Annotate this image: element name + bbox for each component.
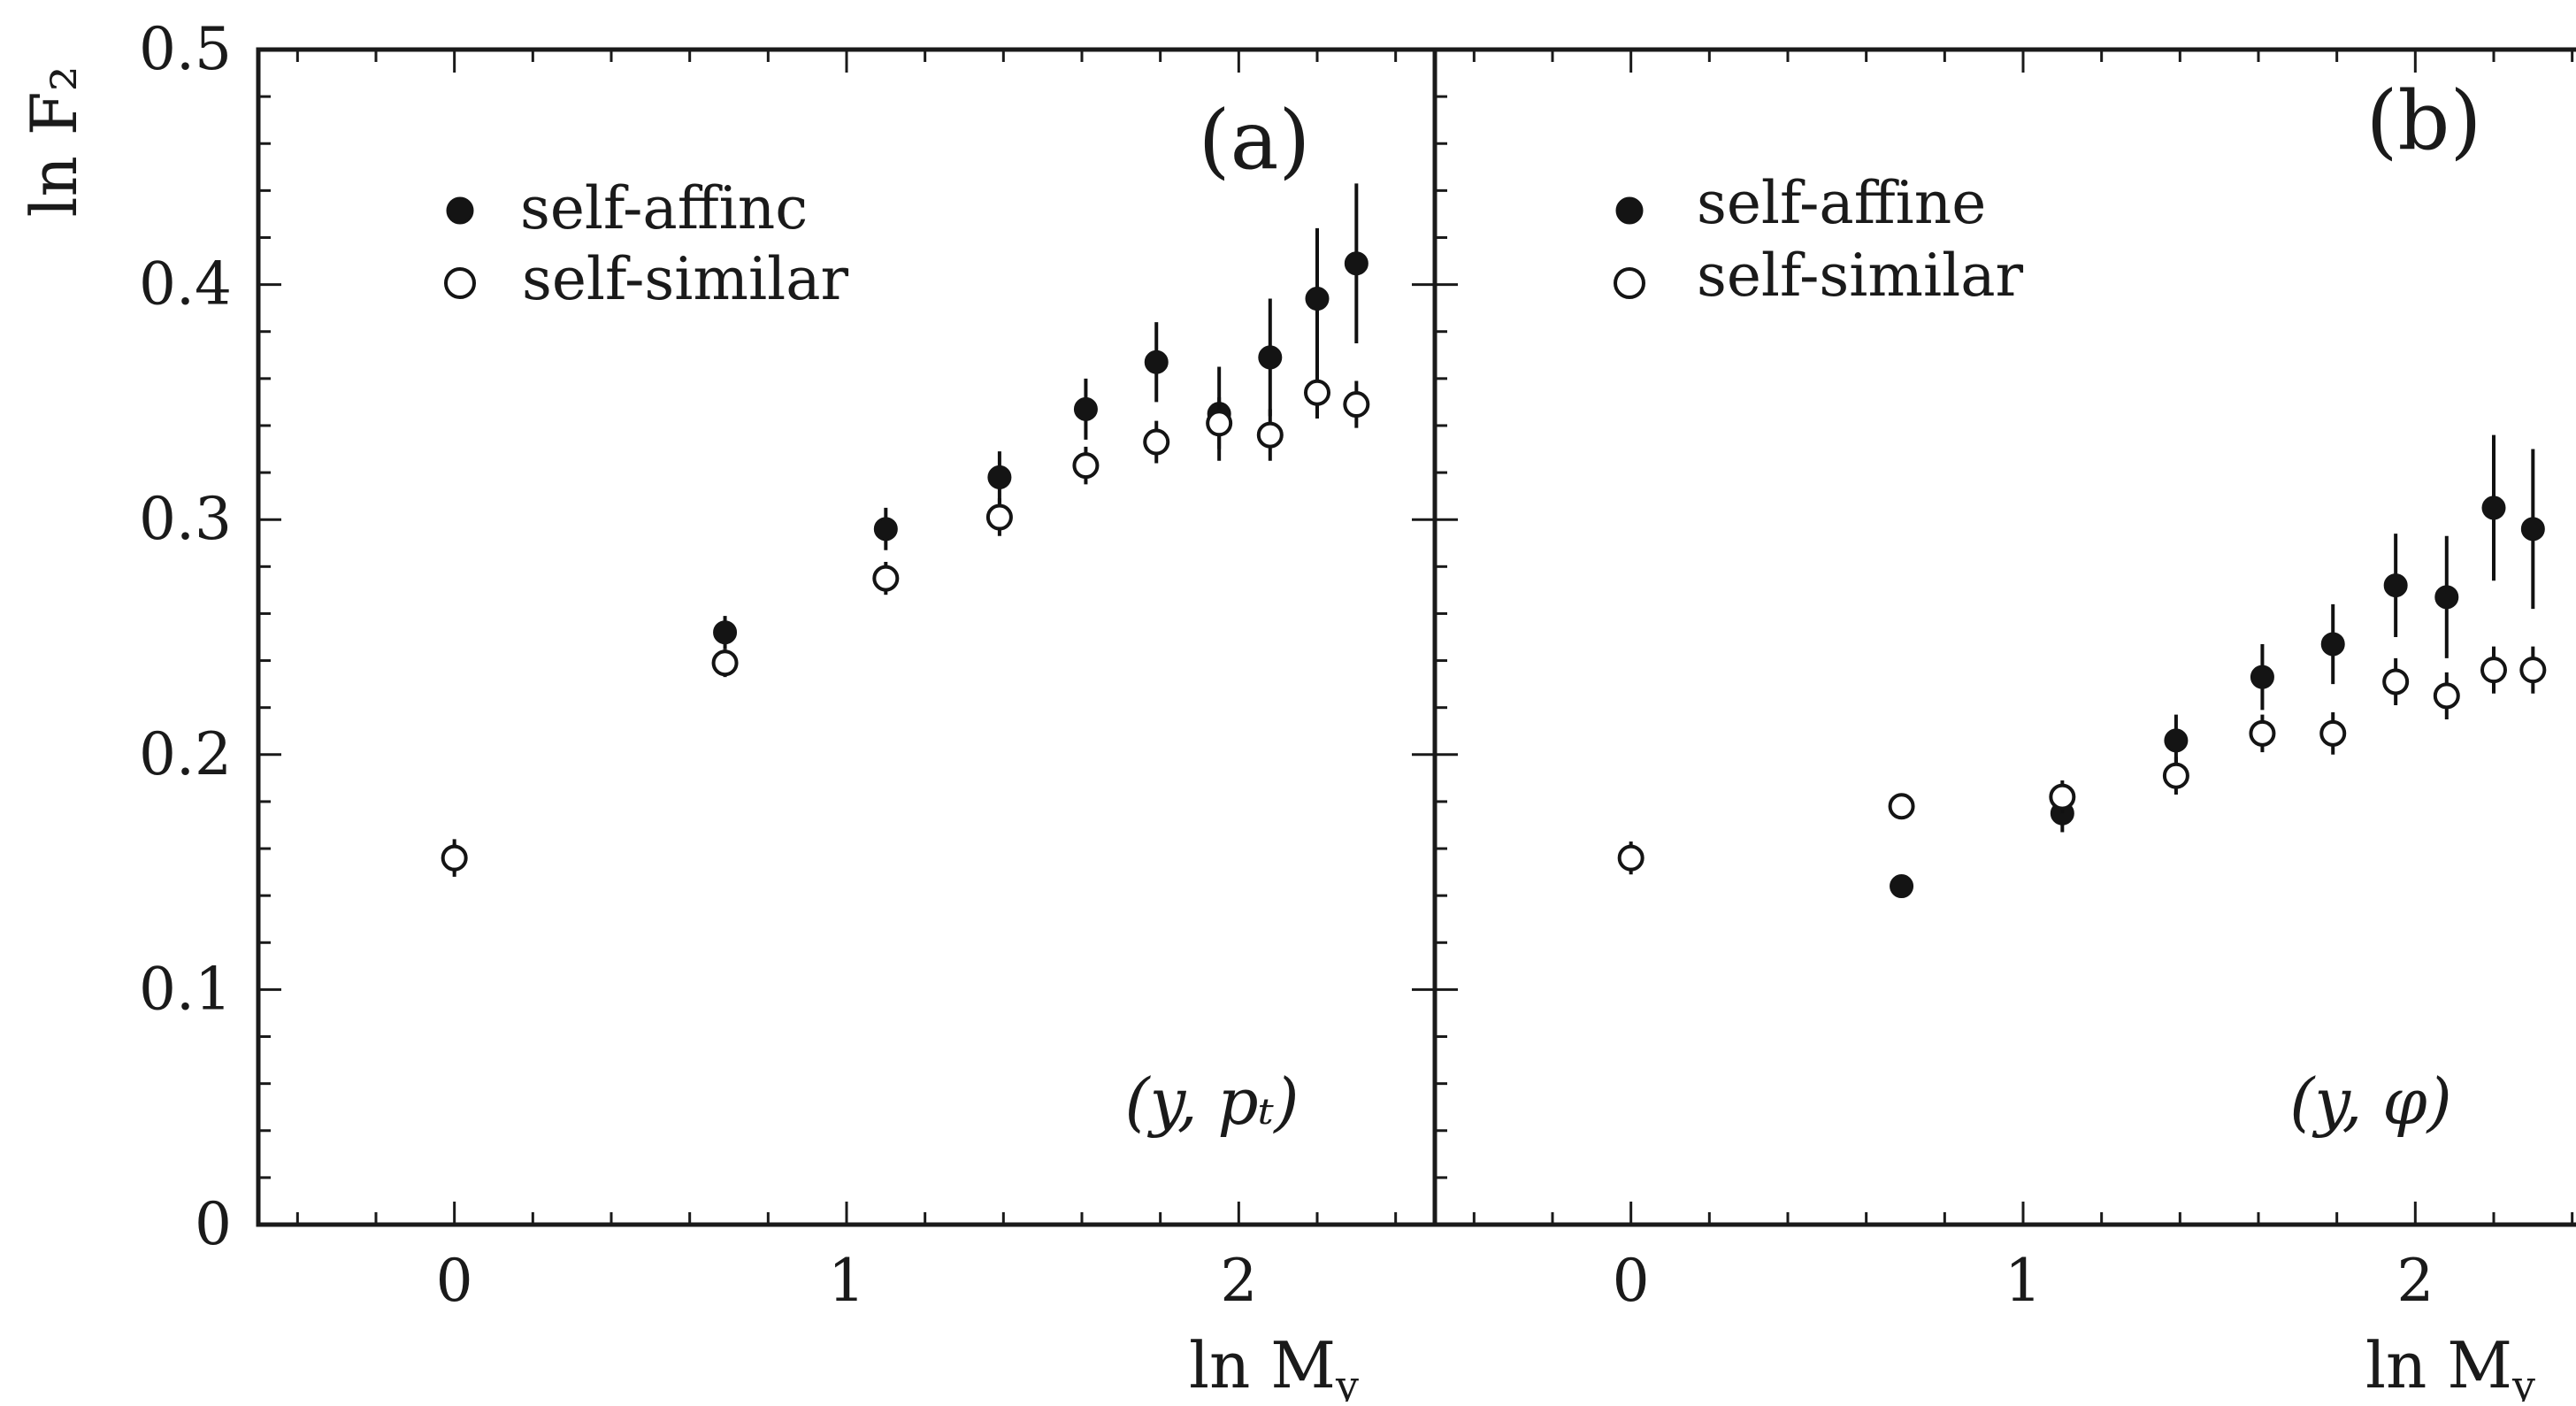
data-point-panel-a-self-affine <box>1258 345 1283 370</box>
panel-a-corner-label: (y, pₜ) <box>1125 1064 1300 1139</box>
data-point-panel-b-self-similar <box>2382 668 2410 695</box>
data-point-panel-a-self-similar <box>985 503 1013 531</box>
x-axis-title-b-main: ln M <box>2365 1328 2512 1402</box>
legend-a-open-marker <box>444 267 476 299</box>
y-axis-title: ln F₂ <box>17 65 91 217</box>
x-tick-label: 1 <box>2005 1247 2042 1315</box>
data-point-panel-a-self-affine <box>713 620 738 645</box>
x-axis-title-a-main: ln M <box>1189 1328 1336 1402</box>
data-point-panel-b-self-similar <box>2162 762 2189 789</box>
panel-b-frame <box>1432 47 2576 1227</box>
y-tick-label: 0.3 <box>139 485 232 553</box>
x-axis-title-a-sub: y <box>1335 1362 1359 1402</box>
data-point-panel-b-self-similar <box>2249 719 2276 747</box>
data-point-panel-b-self-similar <box>1888 793 1915 820</box>
data-point-panel-a-self-affine <box>873 517 898 542</box>
data-point-panel-a-self-similar <box>711 649 739 677</box>
data-point-panel-b-self-affine <box>2434 585 2459 610</box>
legend-b-series-2-label: self-similar <box>1697 242 2024 310</box>
y-tick-label: 0 <box>195 1190 232 1258</box>
data-point-panel-b-self-similar <box>2433 682 2460 710</box>
data-point-panel-b-self-similar <box>1617 844 1644 872</box>
data-point-panel-b-self-affine <box>2383 573 2408 598</box>
x-tick-label: 1 <box>828 1247 865 1315</box>
data-point-panel-a-self-similar <box>1304 379 1330 406</box>
x-axis-title-a: ln My <box>1189 1328 1359 1402</box>
panel-a-label: (a) <box>1199 93 1311 188</box>
panel-b-corner-label: (y, φ) <box>2289 1064 2451 1139</box>
x-tick-label: 2 <box>2396 1247 2434 1315</box>
x-axis-title-b-sub: y <box>2511 1362 2535 1402</box>
legend-a-series-1-label: self-affinc <box>520 174 808 242</box>
data-point-panel-b-self-similar <box>2049 783 2076 811</box>
data-point-panel-a-self-similar <box>1206 410 1233 437</box>
data-point-panel-a-self-affine <box>987 465 1012 489</box>
y-tick-label: 0.4 <box>139 250 232 319</box>
x-axis-title-b: ln My <box>2365 1328 2535 1402</box>
data-point-panel-a-self-similar <box>1256 421 1284 449</box>
y-tick-label: 0.1 <box>139 955 232 1023</box>
data-point-panel-a-self-similar <box>1072 452 1100 480</box>
x-tick-label: 0 <box>1613 1247 1650 1315</box>
data-point-panel-a-self-similar <box>872 565 900 592</box>
panel-a-frame <box>256 47 1438 1227</box>
data-point-panel-b-self-similar <box>2480 657 2507 684</box>
legend-b-filled-marker <box>1615 196 1644 225</box>
y-tick-label: 0.2 <box>139 720 232 788</box>
data-point-panel-b-self-affine <box>2164 728 2189 753</box>
data-point-panel-b-self-similar <box>2319 719 2347 747</box>
y-tick-label: 0.5 <box>139 15 232 83</box>
legend-b-series-1-label: self-affine <box>1697 169 1986 237</box>
data-point-panel-a-self-similar <box>1143 428 1170 456</box>
legend-a-filled-marker <box>446 196 474 225</box>
data-point-panel-b-self-affine <box>2520 517 2545 542</box>
data-point-panel-b-self-affine <box>2250 665 2274 689</box>
data-point-panel-b-self-affine <box>2481 496 2506 520</box>
x-tick-label: 0 <box>436 1247 473 1315</box>
legend-b-open-marker <box>1614 267 1645 299</box>
data-point-panel-b-self-affine <box>1890 874 1914 899</box>
legend-a-series-2-label: self-similar <box>522 245 849 313</box>
x-tick-label: 2 <box>1220 1247 1257 1315</box>
data-point-panel-b-self-similar <box>2519 657 2547 684</box>
data-point-panel-a-self-affine <box>1073 396 1098 421</box>
data-point-panel-a-self-similar <box>1343 391 1370 419</box>
panel-b-label: (b) <box>2366 73 2482 168</box>
data-point-panel-b-self-affine <box>2320 632 2345 657</box>
data-point-panel-a-self-similar <box>441 844 468 872</box>
data-point-panel-a-self-affine <box>1144 350 1169 374</box>
data-point-panel-a-self-affine <box>1305 287 1330 311</box>
data-point-panel-a-self-affine <box>1344 251 1368 276</box>
